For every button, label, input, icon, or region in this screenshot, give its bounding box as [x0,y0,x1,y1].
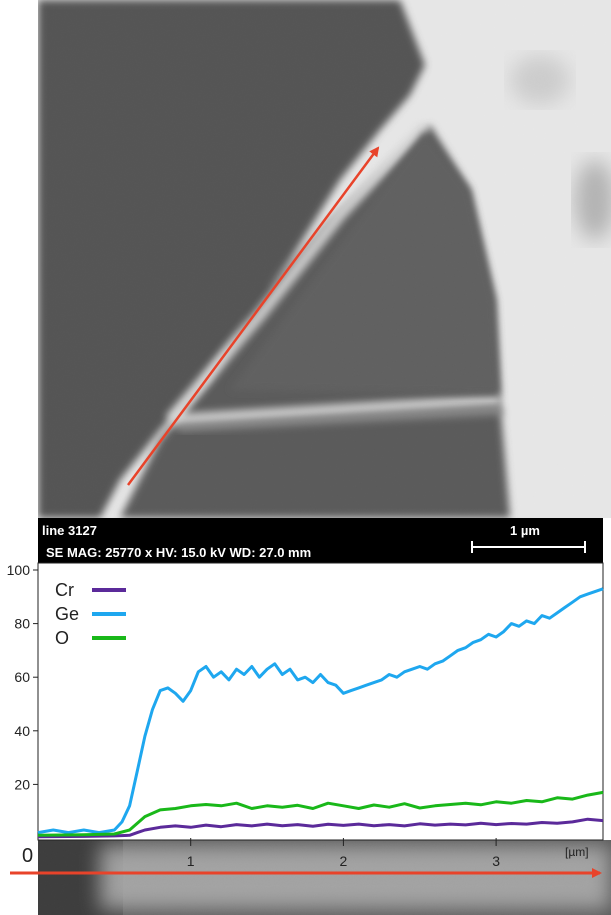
y-axis: 20 40 60 80 100 [7,562,38,792]
sem-info-label: SE MAG: 25770 x HV: 15.0 kV WD: 27.0 mm [46,545,311,560]
sem-line-label: line 3127 [42,523,97,538]
x-tick-label-2: 2 [340,853,348,869]
scale-bar-label: 1 µm [510,523,540,538]
legend: Cr Ge O [55,580,126,648]
sem-info-bar: line 3127 SE MAG: 25770 x HV: 15.0 kV WD… [38,518,603,563]
x-tick-label-1: 1 [187,853,195,869]
x-origin-label: 0 [22,845,33,867]
x-axis: 1 2 3 [187,838,500,869]
y-tick-label-60: 60 [14,669,30,685]
series-line-ge [37,587,604,835]
y-tick-label-40: 40 [14,723,30,739]
sem-strip [38,840,611,915]
legend-label-cr: Cr [55,580,74,600]
x-tick-label-3: 3 [492,853,500,869]
sem-image [38,0,611,518]
plot-frame [37,562,604,841]
series-line-cr [37,817,604,839]
y-tick-label-20: 20 [14,776,30,792]
legend-label-ge: Ge [55,604,79,624]
scale-bar [471,541,586,553]
y-tick-label-100: 100 [7,562,31,578]
legend-label-o: O [55,628,69,648]
series-line-o [37,790,604,837]
x-axis-unit-label: [µm] [565,845,589,859]
scan-arrow [126,146,380,486]
y-tick-label-80: 80 [14,616,30,632]
line-chart: 20 40 60 80 100 1 2 3 Cr Ge O 0 [µm] [7,562,604,869]
series-lines [37,587,604,839]
